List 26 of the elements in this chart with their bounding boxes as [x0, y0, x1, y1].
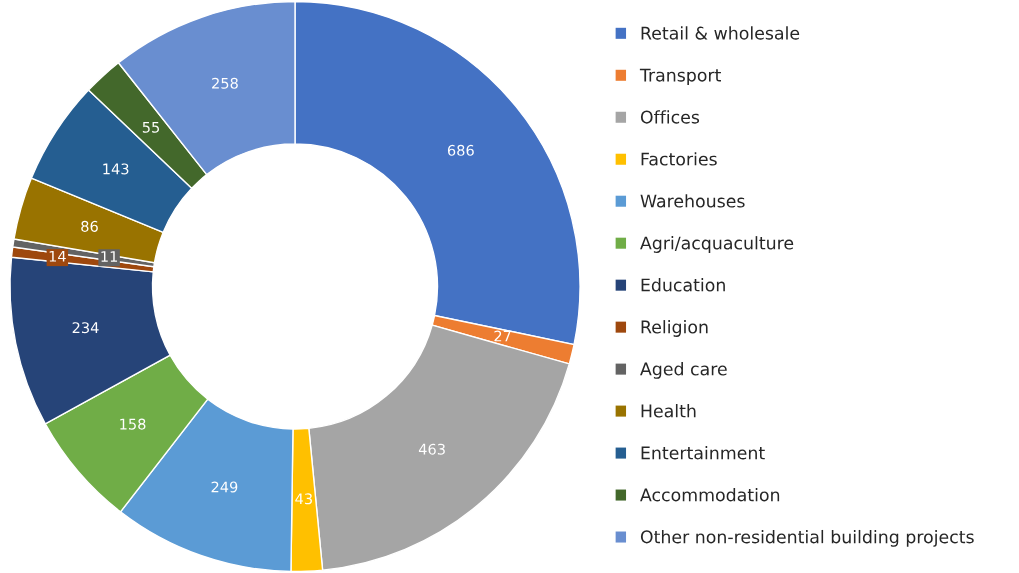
data-label: 258: [212, 77, 238, 89]
data-label: 27: [494, 330, 511, 342]
data-label: 143: [103, 163, 129, 175]
legend-label: Agri/acquaculture: [640, 236, 794, 253]
data-label: 158: [120, 418, 146, 430]
legend-label: Factories: [641, 152, 717, 166]
data-label: 55: [142, 121, 160, 133]
data-label: 14: [49, 250, 66, 262]
data-label: 686: [447, 144, 474, 156]
data-label: 463: [418, 443, 445, 455]
legend-label: Religion: [641, 320, 708, 337]
legend-label: Transport: [639, 68, 721, 86]
legend-label: Health: [641, 404, 696, 418]
legend-label: Accommodation: [640, 487, 780, 502]
legend-label: Retail & wholesale: [641, 26, 800, 40]
data-label: 11: [101, 251, 118, 262]
legend-label: Warehouses: [640, 194, 745, 208]
legend-label: Entertainment: [641, 446, 765, 460]
legend-label: Education: [641, 278, 725, 292]
legend-label: Offices: [640, 110, 700, 124]
data-label: 234: [72, 322, 99, 334]
legend-label: Aged care: [640, 362, 727, 379]
data-label: 249: [211, 481, 238, 493]
data-label: 86: [81, 220, 98, 232]
legend-label: Other non-residential building projects: [640, 529, 974, 547]
data-label: 43: [295, 493, 312, 505]
